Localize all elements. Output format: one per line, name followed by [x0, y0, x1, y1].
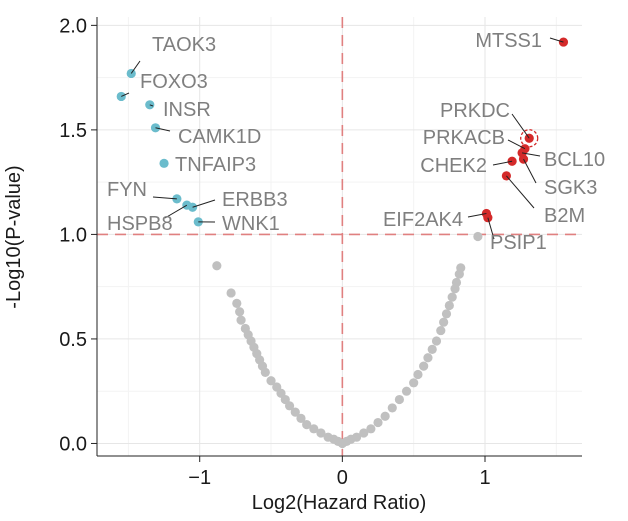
- point-nonsignificant: [413, 369, 423, 380]
- y-tick-label: 0.0: [59, 433, 87, 455]
- gene-label-tnfaip3: TNFAIP3: [175, 154, 256, 176]
- point-nonsignificant: [226, 288, 236, 298]
- y-tick-label: 2.0: [59, 15, 87, 37]
- highlight-ring: [520, 129, 539, 148]
- point-nonsignificant: [451, 277, 462, 288]
- gene-label-prkdc: PRKDC: [440, 100, 510, 122]
- leader-line-insr: [149, 104, 154, 107]
- point-nonsignificant: [352, 432, 362, 442]
- point-nonsignificant: [444, 300, 454, 311]
- gene-label-camk1d: CAMK1D: [178, 126, 261, 148]
- gene-label-insr: INSR: [163, 99, 211, 121]
- leader-line-prkacb: [507, 139, 526, 150]
- threshold-lines: [97, 17, 582, 456]
- point-nonsignificant: [212, 261, 222, 271]
- point-nonsignificant: [441, 309, 452, 319]
- gene-labels: TAOK3 FOXO3 INSR CAMK1D TNFAIP3 FYN ERBB3 HSPB8…: [107, 30, 605, 254]
- point-nonsignificant: [394, 394, 405, 405]
- leader-line-chek2: [492, 160, 513, 166]
- leader-line-b2m: [506, 175, 535, 209]
- point-nonsignificant: [419, 361, 429, 371]
- gene-label-prkacb: PRKACB: [423, 127, 505, 149]
- y-axis-title: -Log10(P-value): [3, 165, 25, 308]
- point-nonsignificant: [439, 317, 449, 327]
- gene-label-b2m: B2M: [544, 205, 585, 227]
- point-nonsignificant: [401, 386, 412, 396]
- gene-label-wnk1: WNK1: [222, 213, 280, 235]
- point-nonsignificant: [309, 424, 319, 434]
- leader-line-eif2ak4: [467, 213, 487, 218]
- leader-line-mtss1: [549, 37, 564, 43]
- gene-label-eif2ak4: EIF2AK4: [383, 209, 463, 231]
- point-nonsignificant: [296, 413, 306, 423]
- gene-label-hspb8: HSPB8: [107, 213, 173, 235]
- gene-label-taok3: TAOK3: [152, 34, 216, 56]
- y-tick-label: 1.0: [59, 224, 87, 246]
- y-tick-label: 1.5: [59, 120, 87, 142]
- leader-line-hspb8: [164, 204, 188, 219]
- x-tick-label: 0: [337, 467, 348, 489]
- leader-line-fyn: [152, 196, 177, 200]
- point-nonsignificant: [290, 407, 300, 417]
- point-nonsignificant: [260, 367, 270, 377]
- gene-label-foxo3: FOXO3: [140, 71, 208, 93]
- y-tick-label: 0.5: [59, 329, 87, 351]
- axes: −1 0 1 0.0 0.5 1.0 1.5 2.0: [59, 15, 582, 489]
- point-tnfaip3: [159, 158, 169, 168]
- point-nonsignificant: [431, 336, 442, 346]
- point-nonsignificant: [235, 307, 245, 317]
- point-nonsignificant: [427, 344, 437, 354]
- x-tick-label: −1: [188, 467, 211, 489]
- point-nonsignificant: [447, 292, 457, 302]
- x-tick-label: 1: [479, 467, 490, 489]
- point-nonsignificant: [380, 411, 390, 421]
- point-nonsignificant: [359, 428, 369, 438]
- point-nonsignificant: [232, 298, 242, 308]
- leader-line-psip1: [487, 217, 495, 240]
- gene-label-psip1: PSIP1: [490, 232, 547, 254]
- leader-line-foxo3: [121, 92, 130, 97]
- point-nonsignificant: [423, 353, 433, 363]
- leader-line-erbb3: [192, 199, 216, 208]
- point-nonsignificant: [316, 428, 326, 438]
- point-nonsignificant: [436, 325, 446, 336]
- leader-line-bcl10: [522, 152, 541, 157]
- point-nonsignificant: [473, 231, 483, 242]
- point-nonsignificant: [456, 263, 466, 273]
- leader-line-sgk3: [523, 158, 537, 184]
- point-mtss1: [558, 37, 569, 47]
- point-nonsignificant: [284, 401, 295, 411]
- label-leader-lines: [121, 37, 564, 240]
- gene-label-bcl10: BCL10: [544, 149, 605, 171]
- x-axis-title: Log2(Hazard Ratio): [252, 492, 427, 514]
- gene-label-mtss1: MTSS1: [475, 30, 542, 52]
- leader-line-prkdc: [511, 113, 530, 139]
- point-nonsignificant: [409, 378, 419, 388]
- point-nonsignificant: [236, 315, 246, 325]
- point-nonsignificant: [387, 403, 397, 413]
- point-psip1: [483, 213, 493, 223]
- gene-label-chek2: CHEK2: [420, 155, 487, 177]
- point-nonsignificant: [373, 417, 383, 428]
- point-nonsignificant: [366, 424, 376, 434]
- gene-label-erbb3: ERBB3: [222, 189, 288, 211]
- leader-line-taok3: [130, 60, 141, 74]
- gene-label-sgk3: SGK3: [544, 177, 597, 199]
- leader-line-camk1d: [155, 127, 171, 132]
- gene-label-fyn: FYN: [107, 179, 147, 201]
- point-nonsignificant: [302, 420, 312, 430]
- point-nonsignificant: [266, 376, 276, 386]
